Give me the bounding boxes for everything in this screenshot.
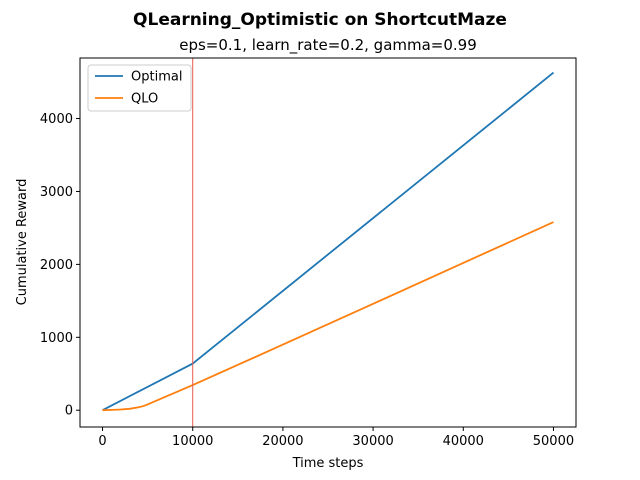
y-tick-label: 1000 [40,331,73,346]
y-tick-label: 0 [65,404,73,419]
chart-title: QLearning_Optimistic on ShortcutMaze [133,10,507,30]
axes-frame [79,57,577,428]
plot-area: 0 10000 20000 30000 40000 50000 0 1000 2000 3000 4… [40,57,577,449]
x-tick-label: 0 [98,434,106,449]
y-axis-label: Cumulative Reward [15,179,30,306]
legend-label-qlo: QLO [131,92,158,107]
x-tick-label: 30000 [352,434,393,449]
x-tick-label: 40000 [443,434,484,449]
y-tick-label: 2000 [40,258,73,273]
x-tick-label: 10000 [172,434,213,449]
y-tick-label: 4000 [40,112,73,127]
chart-subtitle: eps=0.1, learn_rate=0.2, gamma=0.99 [179,36,477,55]
y-tick-label: 3000 [40,185,73,200]
legend-label-optimal: Optimal [131,70,182,85]
x-axis-label: Time steps [292,456,364,471]
x-tick-label: 50000 [533,434,574,449]
legend: Optimal QLO [87,64,192,112]
x-tick-label: 20000 [262,434,303,449]
series-line-qlo [102,221,554,412]
